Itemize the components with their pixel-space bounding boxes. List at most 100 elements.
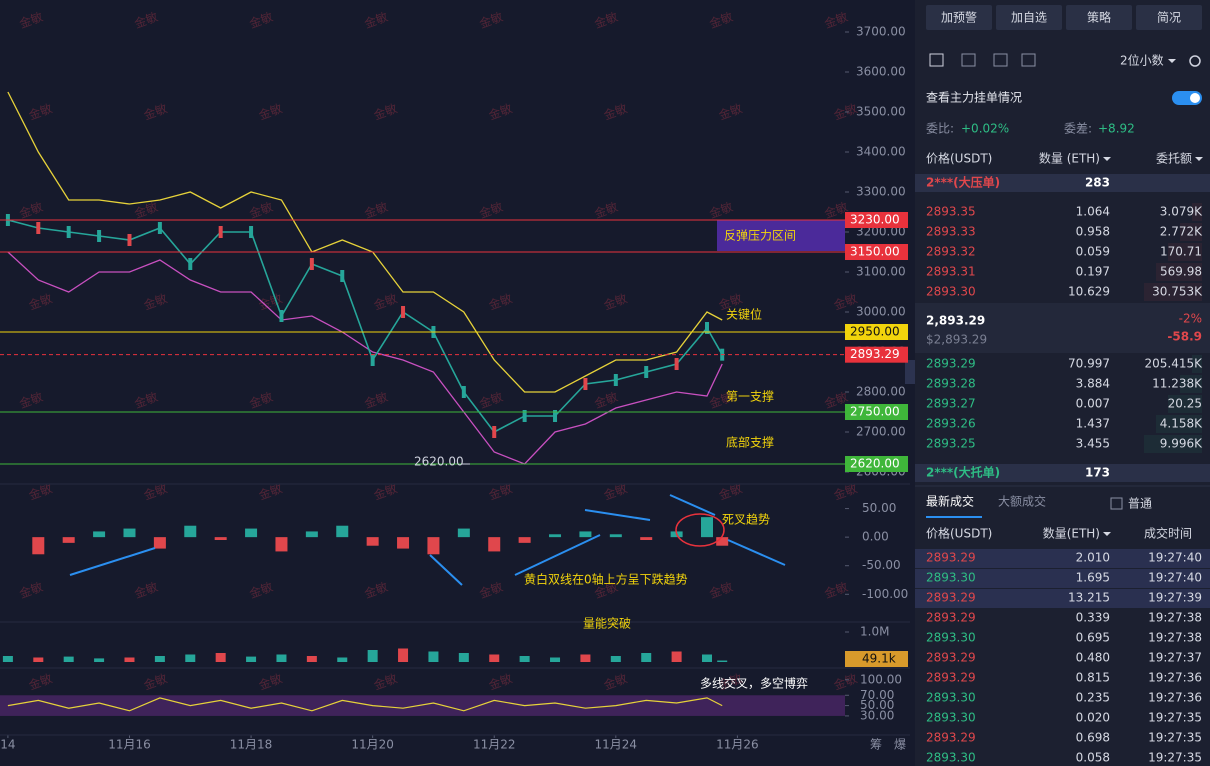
arrow <box>727 539 786 566</box>
tab[interactable]: 最新成交 <box>926 494 974 509</box>
highlight-row <box>915 569 1210 588</box>
caret <box>1103 532 1111 536</box>
value: +0.02% <box>961 122 1009 136</box>
caret <box>1103 157 1111 161</box>
candle <box>97 230 102 242</box>
y-tick-label: 3000.00 <box>856 305 906 319</box>
qty: 0.020 <box>1076 711 1110 725</box>
collapse-handle[interactable] <box>905 360 915 384</box>
panel-button-label[interactable]: 策略 <box>1087 10 1111 25</box>
macd-bar <box>518 537 531 543</box>
annotation: 第一支撑 <box>726 389 774 404</box>
column-header: 数量(ETH) <box>1043 526 1100 541</box>
volume-bar <box>2 656 13 662</box>
panel-button[interactable] <box>926 5 992 30</box>
view-icon[interactable] <box>961 53 976 67</box>
macd-bar <box>214 537 227 540</box>
change-pct: -2% <box>1179 312 1202 326</box>
panel-button[interactable] <box>996 5 1062 30</box>
annotation: 量能突破 <box>583 616 631 631</box>
macd-bar <box>579 531 592 538</box>
candle <box>66 226 71 238</box>
arrow <box>514 534 601 576</box>
macd-bar <box>245 528 258 538</box>
view-icon[interactable] <box>929 53 944 67</box>
amount: 569.98 <box>1160 265 1202 279</box>
y-tick-label: 2700.00 <box>856 425 906 439</box>
caret <box>1195 157 1203 161</box>
qty: 0.480 <box>1076 651 1110 665</box>
time: 19:27:38 <box>1148 611 1202 625</box>
arrow <box>584 509 651 521</box>
decimal-select[interactable]: 2位小数 <box>1120 53 1164 68</box>
column-header: 数量 (ETH) <box>1039 151 1100 166</box>
chart-tool[interactable]: 爆 <box>894 738 906 752</box>
depth-bar <box>1144 283 1202 301</box>
time: 19:27:35 <box>1148 711 1202 725</box>
panel-button[interactable] <box>1136 5 1202 30</box>
panel-button[interactable] <box>1066 5 1132 30</box>
settings-icon[interactable] <box>1189 55 1201 67</box>
volume-bar <box>215 653 226 662</box>
y-tick-label: 50.00 <box>860 698 894 712</box>
volume-bar <box>398 648 409 662</box>
amount: 4.158K <box>1160 417 1203 431</box>
volume-bar <box>33 657 44 662</box>
annotation: 反弹压力区间 <box>724 229 796 243</box>
volume-bar <box>154 656 165 662</box>
price: 2893.29 <box>926 357 976 371</box>
depth-bar <box>1180 223 1202 241</box>
y-tick-label: 3500.00 <box>856 105 906 119</box>
panel-button-label[interactable]: 加预警 <box>941 10 977 25</box>
price: 2893.28 <box>926 377 976 391</box>
view-icon[interactable] <box>1021 53 1036 67</box>
view-icon[interactable] <box>993 53 1008 67</box>
depth-bar <box>1144 435 1202 453</box>
big-order-banner <box>915 464 1210 482</box>
candle <box>249 226 254 238</box>
macd-bar <box>640 537 653 540</box>
qty: 2.010 <box>1076 551 1110 565</box>
price: 2893.33 <box>926 225 976 239</box>
y-tick-label: 70.00 <box>860 688 894 702</box>
macd-bar <box>397 537 410 549</box>
volume-bar <box>671 651 682 662</box>
qty: 0.339 <box>1076 611 1110 625</box>
candle <box>522 410 527 422</box>
depth-bar <box>1192 355 1202 373</box>
panel-button-label[interactable]: 简况 <box>1157 11 1181 25</box>
value: +8.92 <box>1098 122 1135 136</box>
chart-tool[interactable]: 筹 <box>870 738 882 752</box>
x-tick-label: 11月20 <box>351 738 394 752</box>
amount: 2.772K <box>1160 225 1203 239</box>
candle <box>613 374 618 386</box>
x-tick-label: 14 <box>0 738 15 752</box>
macd-bar <box>123 528 136 538</box>
panel-bg <box>915 0 1210 766</box>
checkbox[interactable] <box>1110 497 1123 510</box>
candle <box>370 354 375 366</box>
level-badge <box>845 346 908 363</box>
macd-bar <box>275 537 288 552</box>
time: 19:27:36 <box>1148 671 1202 685</box>
qty: 3.884 <box>1076 377 1110 391</box>
price: 2893.30 <box>926 751 976 765</box>
macd-bar <box>427 537 440 555</box>
level-badge <box>845 212 908 228</box>
time: 19:27:38 <box>1148 631 1202 645</box>
level-label: 2620.00 <box>850 457 900 471</box>
x-tick-label: 11月22 <box>473 738 516 752</box>
macd-bar <box>32 537 45 555</box>
qty: 0.007 <box>1076 397 1110 411</box>
tab[interactable]: 大额成交 <box>998 494 1046 509</box>
volume-bar <box>94 658 105 662</box>
banner-qty: 283 <box>1085 176 1110 190</box>
depth-bar <box>1168 395 1202 413</box>
depth-link[interactable]: 查看主力挂单情况 <box>926 91 1022 105</box>
volume-bar <box>610 656 621 662</box>
level-label: 3150.00 <box>850 245 900 259</box>
panel-button-label[interactable]: 加自选 <box>1011 11 1047 25</box>
qty: 10.629 <box>1068 285 1110 299</box>
depth-bar <box>1168 243 1202 261</box>
volume-bar <box>306 656 317 662</box>
